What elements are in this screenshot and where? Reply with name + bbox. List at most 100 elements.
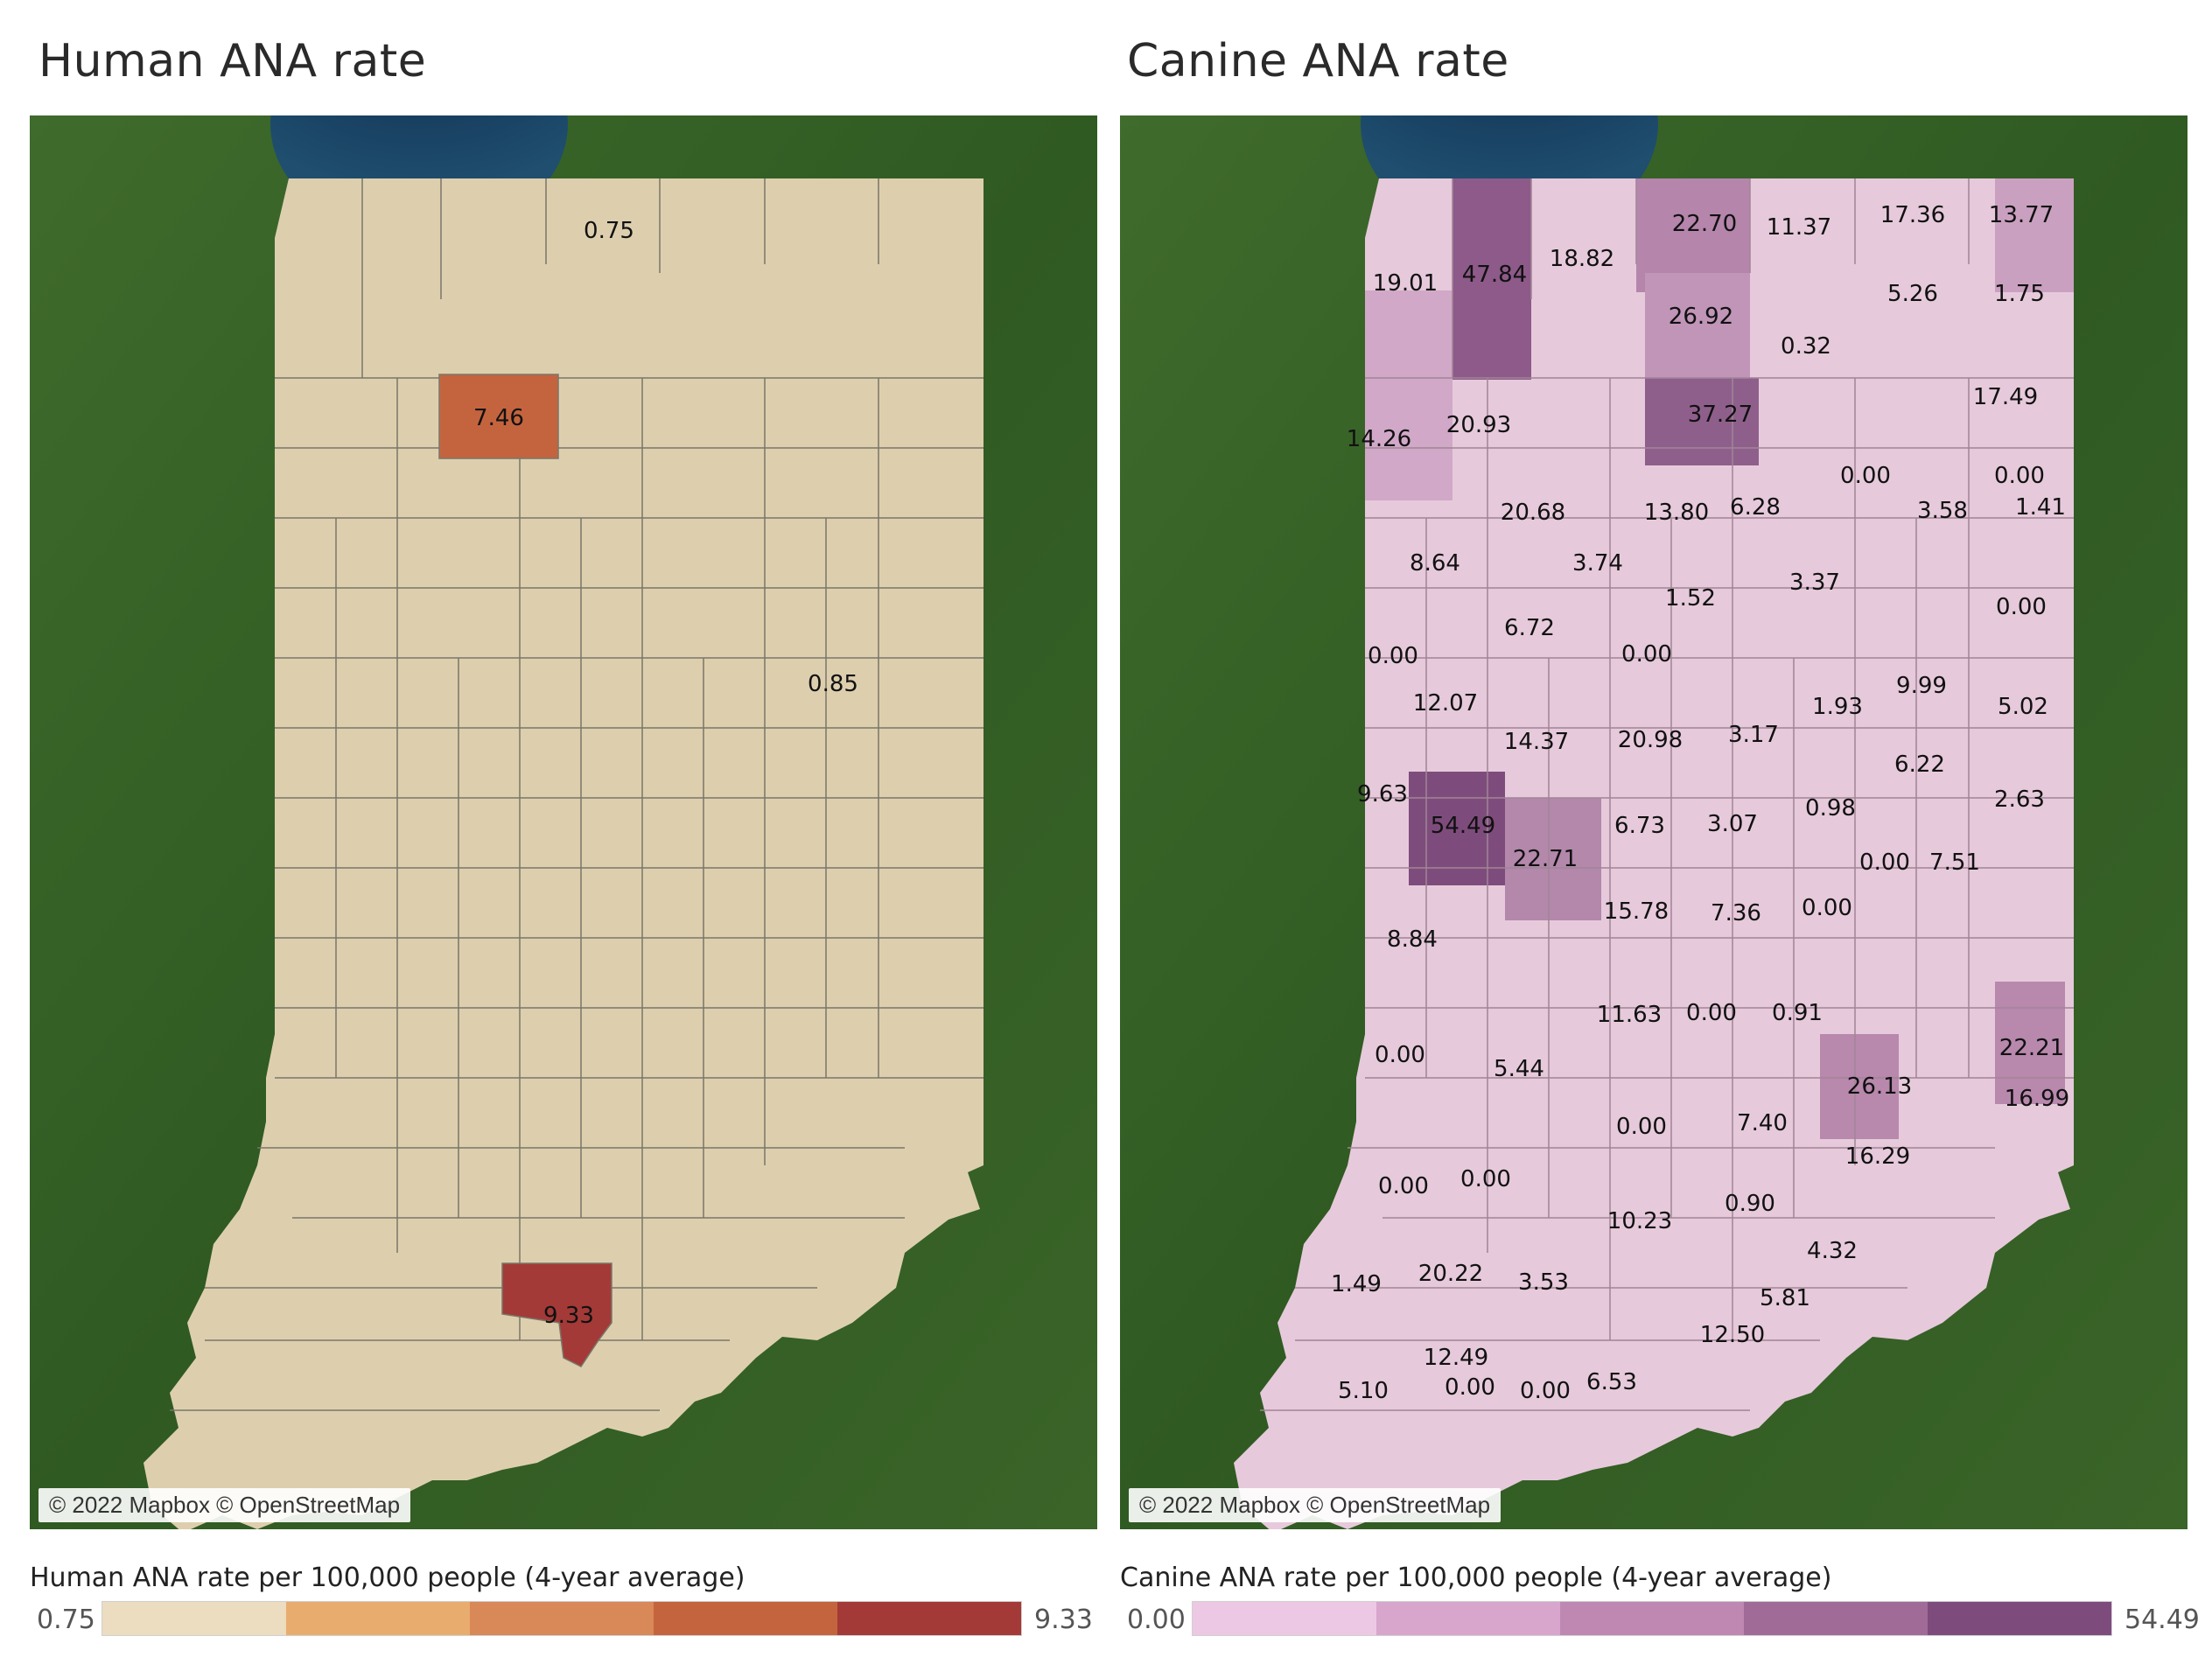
county-label: 0.00 bbox=[1368, 643, 1418, 669]
county-label: 14.37 bbox=[1504, 729, 1569, 755]
county-label: 0.00 bbox=[1996, 594, 2047, 620]
county-label: 16.29 bbox=[1845, 1143, 1910, 1170]
legend-swatch bbox=[654, 1602, 837, 1635]
legend-swatch bbox=[1193, 1602, 1376, 1635]
county-label: 6.22 bbox=[1894, 752, 1945, 778]
human-map-canvas: 0.75 7.46 0.85 9.33 bbox=[30, 115, 1097, 1529]
legend-swatch bbox=[102, 1602, 286, 1635]
county-label: 13.80 bbox=[1644, 500, 1709, 526]
county-label: 0.00 bbox=[1840, 463, 1891, 489]
county-label: 3.37 bbox=[1789, 570, 1840, 596]
county-label: 7.40 bbox=[1737, 1110, 1788, 1136]
legend-swatch bbox=[1744, 1602, 1928, 1635]
county-label: 6.72 bbox=[1504, 615, 1555, 641]
county-label: 3.53 bbox=[1518, 1269, 1569, 1296]
county-shade bbox=[1995, 178, 2074, 292]
county-label: 20.68 bbox=[1501, 500, 1565, 526]
county-shade bbox=[1820, 1034, 1899, 1139]
county-label: 9.33 bbox=[543, 1303, 594, 1329]
county-label: 47.84 bbox=[1462, 262, 1527, 288]
county-label: 11.37 bbox=[1767, 214, 1831, 241]
county-label: 0.00 bbox=[1445, 1374, 1495, 1401]
county-highlight bbox=[501, 1262, 612, 1367]
county-shade bbox=[1995, 982, 2065, 1104]
county-label: 1.75 bbox=[1994, 281, 2045, 307]
legend-max-value: 9.33 bbox=[1034, 1605, 1093, 1635]
canine-map-canvas: 19.01 47.84 18.82 22.70 11.37 17.36 13.77 5.26 1… bbox=[1120, 115, 2188, 1529]
county-label: 0.90 bbox=[1725, 1191, 1775, 1217]
county-label: 14.26 bbox=[1347, 426, 1411, 452]
county-label: 12.07 bbox=[1413, 690, 1478, 717]
legend-swatch bbox=[470, 1602, 654, 1635]
county-label: 10.23 bbox=[1607, 1208, 1672, 1234]
county-shade bbox=[1505, 798, 1601, 920]
indiana-state-shape bbox=[144, 178, 984, 1529]
county-label: 0.98 bbox=[1805, 795, 1856, 822]
county-label: 6.73 bbox=[1614, 813, 1665, 839]
county-label: 1.49 bbox=[1331, 1271, 1382, 1297]
county-label: 26.92 bbox=[1669, 304, 1733, 330]
indiana-state-shape bbox=[1234, 178, 2074, 1529]
canine-county-labels: 19.01 47.84 18.82 22.70 11.37 17.36 13.77 5.26 1… bbox=[1331, 202, 2069, 1404]
county-label: 22.21 bbox=[1999, 1035, 2064, 1061]
county-boundaries bbox=[1260, 178, 2074, 1411]
county-shade bbox=[1452, 178, 1531, 380]
county-label: 0.00 bbox=[1859, 849, 1910, 876]
county-label: 0.75 bbox=[584, 218, 634, 244]
county-label: 5.44 bbox=[1494, 1056, 1544, 1082]
county-label: 0.00 bbox=[1616, 1114, 1667, 1140]
county-label: 4.32 bbox=[1807, 1238, 1858, 1264]
county-label: 20.93 bbox=[1446, 412, 1511, 438]
county-label: 7.36 bbox=[1711, 900, 1761, 926]
county-label: 0.85 bbox=[808, 671, 858, 697]
county-label: 5.81 bbox=[1760, 1285, 1810, 1311]
county-shade bbox=[1645, 378, 1759, 465]
county-label: 22.71 bbox=[1513, 846, 1578, 872]
map-attribution[interactable]: © 2022 Mapbox © OpenStreetMap bbox=[38, 1488, 411, 1522]
county-label: 0.00 bbox=[1802, 895, 1852, 921]
legend-swatch bbox=[837, 1602, 1021, 1635]
legend-min-value: 0.75 bbox=[37, 1605, 95, 1635]
county-label: 0.00 bbox=[1994, 463, 2045, 489]
county-label: 3.74 bbox=[1572, 550, 1623, 577]
county-label: 5.26 bbox=[1887, 281, 1938, 307]
county-highlight bbox=[438, 374, 559, 459]
county-label: 12.49 bbox=[1424, 1345, 1488, 1371]
legend-color-bar bbox=[102, 1601, 1022, 1636]
map-attribution[interactable]: © 2022 Mapbox © OpenStreetMap bbox=[1129, 1488, 1502, 1522]
canine-panel-title: Canine ANA rate bbox=[1127, 35, 1509, 87]
legend-min-value: 0.00 bbox=[1127, 1605, 1186, 1635]
county-label: 0.00 bbox=[1520, 1378, 1571, 1404]
county-label: 9.99 bbox=[1896, 673, 1947, 699]
county-label: 2.63 bbox=[1994, 787, 2045, 813]
county-label: 0.00 bbox=[1378, 1173, 1429, 1199]
human-legend: 0.75 9.33 bbox=[30, 1601, 1097, 1636]
county-label: 15.78 bbox=[1604, 898, 1669, 925]
legend-max-value: 54.49 bbox=[2124, 1605, 2200, 1635]
county-label: 0.91 bbox=[1772, 1000, 1823, 1026]
county-label: 37.27 bbox=[1688, 402, 1753, 428]
county-label: 20.22 bbox=[1418, 1261, 1483, 1287]
county-boundaries bbox=[170, 178, 984, 1411]
legend-swatch bbox=[1376, 1602, 1560, 1635]
county-label: 0.00 bbox=[1375, 1042, 1425, 1068]
county-label: 5.02 bbox=[1998, 694, 2048, 720]
county-label: 7.51 bbox=[1929, 849, 1980, 876]
county-label: 3.58 bbox=[1917, 498, 1968, 524]
county-label: 20.98 bbox=[1618, 727, 1683, 753]
county-label: 1.93 bbox=[1812, 694, 1863, 720]
county-label: 18.82 bbox=[1550, 246, 1614, 272]
county-label: 0.00 bbox=[1460, 1166, 1511, 1192]
county-shade bbox=[1409, 772, 1505, 885]
county-label: 19.01 bbox=[1373, 270, 1438, 297]
county-label: 1.41 bbox=[2015, 494, 2066, 521]
canine-legend: 0.00 54.49 bbox=[1120, 1601, 2200, 1636]
county-label: 6.53 bbox=[1586, 1369, 1637, 1395]
legend-swatch bbox=[1560, 1602, 1744, 1635]
county-label: 22.70 bbox=[1672, 211, 1737, 237]
human-map[interactable]: 0.75 7.46 0.85 9.33 © 2022 Mapbox © Open… bbox=[30, 115, 1097, 1529]
legend-swatch bbox=[1928, 1602, 2111, 1635]
county-label: 26.13 bbox=[1847, 1073, 1912, 1100]
county-label: 16.99 bbox=[2005, 1086, 2069, 1112]
canine-map[interactable]: 19.01 47.84 18.82 22.70 11.37 17.36 13.77 5.26 1… bbox=[1120, 115, 2188, 1529]
